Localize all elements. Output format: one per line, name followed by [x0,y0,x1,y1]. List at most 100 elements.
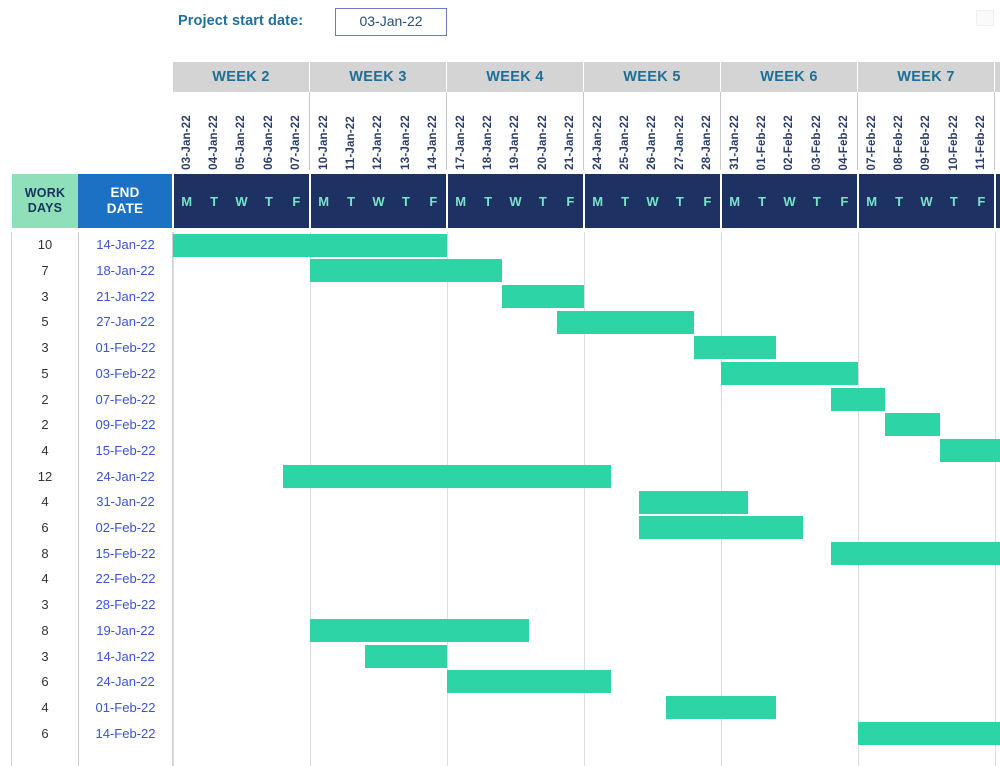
week-header-cell: WEEK 7 [858,62,995,92]
day-of-week-cell: T [949,193,958,209]
day-of-week-cell: F [840,193,849,209]
date-header-cell: 02-Feb-22 [776,92,803,171]
project-start-date-label: Project start date: [178,13,304,29]
work-days-cell: 4 [41,494,49,510]
corner-widget [976,10,994,26]
day-of-week-cell: M [455,193,467,209]
day-of-week-cell: M [729,193,741,209]
gantt-bar[interactable] [858,721,1000,745]
gantt-bar[interactable] [501,284,584,308]
date-header-label: 11-Feb-22 [975,115,988,170]
gantt-bar[interactable] [638,516,804,540]
work-days-header: WORK DAYS [12,174,78,228]
end-date-cell: 27-Jan-22 [96,314,155,330]
date-header-cell: 11-Jan-22 [337,92,364,170]
work-days-cell: 3 [41,648,49,664]
gantt-bar[interactable] [282,464,612,488]
date-week-separator [309,92,310,170]
work-days-cell: 3 [41,288,49,304]
day-of-week-cell: M [866,193,878,209]
gantt-bar[interactable] [364,644,447,668]
day-of-week-cell: T [812,193,821,209]
gantt-bar[interactable] [721,362,858,385]
date-header-label: 06-Jan-22 [262,115,275,170]
gantt-bar[interactable] [310,259,502,283]
day-of-week-cell: M [592,193,604,209]
day-of-week-header-row: MTWTFMTWTFMTWTFMTWTFMTWTFMTWTFMTWTF [173,174,1000,228]
date-header-label: 27-Jan-22 [673,115,686,170]
day-of-week-cell: M [318,193,330,209]
end-date-cell: 24-Jan-22 [96,674,155,690]
day-of-week-cell: M [181,193,193,209]
date-week-separator [583,92,584,170]
end-date-cell: 14-Jan-22 [96,237,155,253]
end-date-cell: 15-Feb-22 [95,545,156,561]
end-date-cell: 18-Jan-22 [96,263,155,279]
gantt-bar[interactable] [666,696,776,720]
day-of-week-cell: W [372,193,385,209]
date-header-label: 10-Jan-22 [317,115,330,170]
end-date-cell: 14-Feb-22 [95,725,156,741]
gantt-bar[interactable] [447,670,612,694]
week-header-cell: WEEK 3 [310,62,447,92]
week-header-cell: WEEK 4 [447,62,584,92]
gantt-bar[interactable] [830,387,886,411]
date-header-cell: 06-Jan-22 [255,92,282,170]
day-of-week-cell: T [210,193,219,209]
work-days-cell: 8 [41,622,49,638]
date-header-label: 20-Jan-22 [536,115,549,170]
date-header-cell: 03-Feb-22 [803,92,830,171]
gantt-bar[interactable] [940,439,1000,463]
end-date-cell: 02-Feb-22 [95,520,156,536]
work-days-cell: 12 [37,468,53,484]
date-header-label: 03-Jan-22 [180,115,193,170]
gantt-bar[interactable] [556,310,694,334]
date-header-cell: 07-Feb-22 [858,92,885,171]
date-header-label: 21-Jan-22 [564,115,577,170]
gantt-bar[interactable] [830,541,1000,565]
day-of-week-cell: T [347,193,356,209]
end-date-cell: 22-Feb-22 [95,571,156,587]
grid-week-line [858,232,859,766]
end-date-header: END DATE [78,174,172,228]
work-days-cell: 4 [41,571,49,587]
work-days-header-line2: DAYS [27,201,63,215]
date-header-cell: 04-Feb-22 [831,92,858,171]
end-date-cell: 03-Feb-22 [95,365,156,381]
work-days-cell: 6 [41,725,49,741]
work-days-cell: 8 [41,545,49,561]
gantt-bar[interactable] [638,490,749,514]
project-start-date-input[interactable]: 03-Jan-22 [335,8,447,36]
day-of-week-cell: T [264,193,273,209]
gantt-bar[interactable] [885,413,941,437]
work-days-cell: 4 [41,442,49,458]
date-header-cell: 14-Jan-22 [420,92,447,170]
date-header-label: 17-Jan-22 [454,115,467,170]
date-header-cell: 01-Feb-22 [748,92,775,171]
work-days-cell: 5 [41,365,49,381]
date-header-label: 04-Jan-22 [208,115,221,170]
gantt-bar[interactable] [693,336,776,360]
date-header-cell: 26-Jan-22 [639,92,666,170]
date-header-cell: 20-Jan-22 [529,92,556,170]
week-header-cell: WEEK 2 [173,62,310,92]
date-header-label: 19-Jan-22 [509,115,522,170]
date-header-cell: 08-Feb-22 [885,92,912,171]
end-date-cell: 31-Jan-22 [96,494,155,510]
grid-week-line [310,232,311,766]
day-of-week-cell: T [538,193,547,209]
gantt-bar[interactable] [310,619,530,642]
date-week-separator [994,92,995,170]
date-header-label: 31-Jan-22 [728,115,741,170]
date-header-label: 10-Feb-22 [947,114,960,171]
day-of-week-cell: T [401,193,410,209]
date-header-cell: 05-Jan-22 [228,92,255,170]
end-date-cell: 07-Feb-22 [95,391,156,407]
gantt-bar[interactable] [173,233,447,257]
date-header-label: 28-Jan-22 [701,115,714,170]
day-of-week-cell: T [895,193,904,209]
date-header-row: 03-Jan-22 04-Jan-22 05-Jan-22 06-Jan-22 07-J… [173,92,1000,170]
date-header-label: 05-Jan-22 [235,115,248,170]
